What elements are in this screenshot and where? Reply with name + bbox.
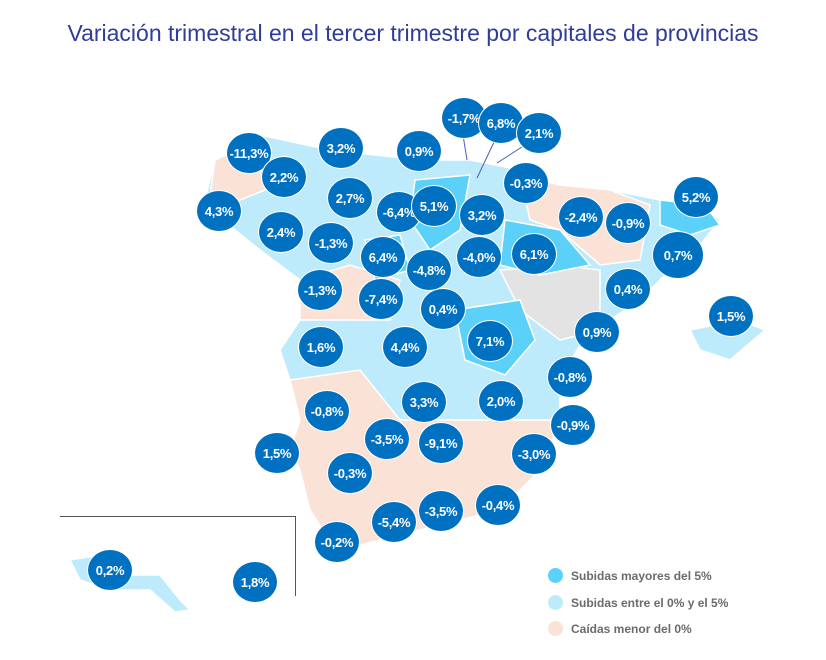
value-bubble: 3,2% [318, 127, 364, 169]
value-bubble: 2,1% [516, 112, 562, 154]
value-bubble: 0,4% [420, 288, 466, 330]
legend-item: Subidas mayores del 5% [548, 568, 712, 583]
value-bubble: -0,3% [327, 452, 373, 494]
value-bubble: -7,4% [358, 278, 404, 320]
value-bubble: 0,2% [87, 549, 133, 591]
leader-line [462, 134, 468, 161]
value-bubble: 5,2% [673, 176, 719, 218]
value-bubble: -3,5% [418, 490, 464, 532]
value-bubble: 2,7% [327, 177, 373, 219]
value-bubble: -4,8% [406, 249, 452, 291]
leader-line [476, 139, 496, 179]
value-bubble: 6,1% [511, 233, 557, 275]
value-bubble: 1,5% [254, 432, 300, 474]
value-bubble: -9,1% [418, 422, 464, 464]
value-bubble: -0,9% [550, 404, 596, 446]
value-bubble: -0,3% [503, 162, 549, 204]
value-bubble: -1,3% [308, 222, 354, 264]
value-bubble: 2,0% [478, 380, 524, 422]
value-bubble: -5,4% [371, 501, 417, 543]
canary-inset-border [60, 516, 296, 517]
legend-swatch [548, 595, 563, 610]
legend-label: Caídas menor del 0% [571, 621, 692, 636]
leader-line [496, 144, 526, 164]
value-bubble: 0,7% [652, 231, 704, 279]
value-bubble: 2,2% [261, 156, 307, 198]
legend-item: Subidas entre el 0% y el 5% [548, 595, 728, 610]
value-bubble: 7,1% [467, 320, 513, 362]
legend-swatch [548, 621, 563, 636]
value-bubble: 0,9% [574, 311, 620, 353]
value-bubble: 5,1% [411, 185, 457, 227]
value-bubble: -4,0% [456, 236, 502, 278]
legend-swatch [548, 568, 563, 583]
value-bubble: 6,4% [360, 236, 406, 278]
value-bubble: 0,4% [605, 268, 651, 310]
value-bubble: -0,4% [475, 484, 521, 526]
value-bubble: -0,9% [605, 202, 651, 244]
legend-label: Subidas mayores del 5% [571, 568, 712, 583]
value-bubble: -1,3% [297, 269, 343, 311]
value-bubble: -3,5% [364, 418, 410, 460]
value-bubble: 1,6% [298, 326, 344, 368]
value-bubble: -2,4% [558, 196, 604, 238]
value-bubble: 4,3% [196, 190, 242, 232]
value-bubble: 3,3% [401, 381, 447, 423]
value-bubble: 1,8% [232, 561, 278, 603]
legend-label: Subidas entre el 0% y el 5% [571, 595, 729, 610]
value-bubble: 4,4% [382, 326, 428, 368]
value-bubble: -11,3% [226, 132, 272, 174]
map-title: Variación trimestral en el tercer trimes… [67, 20, 759, 46]
value-bubble: -3,0% [511, 433, 557, 475]
canary-inset-border [295, 516, 296, 596]
value-bubble: 0,9% [396, 130, 442, 172]
value-bubble: 1,5% [708, 295, 754, 337]
value-bubble: -0,2% [314, 521, 360, 563]
value-bubble: -0,8% [304, 390, 350, 432]
legend-item: Caídas menor del 0% [548, 621, 692, 636]
value-bubble: -0,8% [547, 356, 593, 398]
value-bubble: 3,2% [459, 194, 505, 236]
value-bubble: 2,4% [258, 211, 304, 253]
